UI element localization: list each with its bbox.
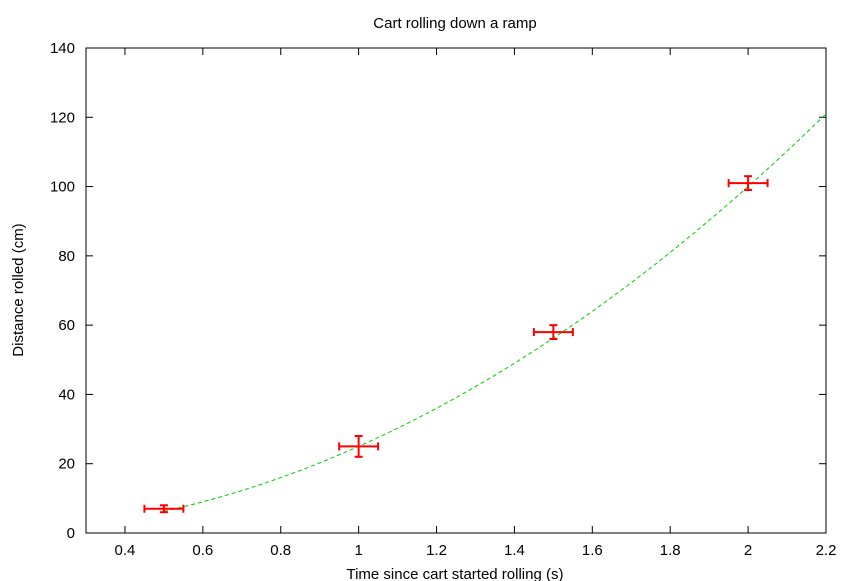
chart-title: Cart rolling down a ramp	[373, 15, 536, 32]
x-tick-label: 0.6	[192, 542, 213, 559]
x-tick-label: 2	[744, 542, 752, 559]
y-tick-label: 80	[58, 248, 75, 265]
data-point	[143, 504, 185, 514]
x-tick-label: 0.4	[115, 542, 136, 559]
fit-curve-line	[163, 113, 827, 512]
plot-frame	[85, 47, 827, 534]
axes: 0.4 0.6 0.8 1 1.2 1.4 1.6 1.8 2 2.2 0 20 40 60 80 100 12…	[50, 40, 836, 559]
x-tick-label: 1.4	[504, 542, 525, 559]
y-tick-label: 120	[50, 109, 75, 126]
x-tick-label: 1.2	[426, 542, 447, 559]
x-tick-label: 2.2	[816, 542, 837, 559]
data-point	[338, 435, 380, 458]
x-axis-label: Time since cart started rolling (s)	[346, 566, 563, 581]
x-tick-label: 1	[354, 542, 362, 559]
y-tick-label: 0	[67, 525, 75, 542]
y-tick-label: 40	[58, 386, 75, 403]
y-axis-label: Distance rolled (cm)	[10, 223, 27, 356]
data-points-layer	[143, 175, 769, 514]
y-tick-label: 60	[58, 317, 75, 334]
data-point	[532, 324, 574, 340]
fit-curve-layer	[163, 113, 827, 512]
x-tick-label: 1.8	[660, 542, 681, 559]
data-point	[727, 175, 769, 192]
y-tick-label: 20	[58, 456, 75, 473]
x-tick-label: 1.6	[582, 542, 603, 559]
y-tick-label: 140	[50, 40, 75, 57]
x-tick-label: 0.8	[270, 542, 291, 559]
y-tick-label: 100	[50, 179, 75, 196]
